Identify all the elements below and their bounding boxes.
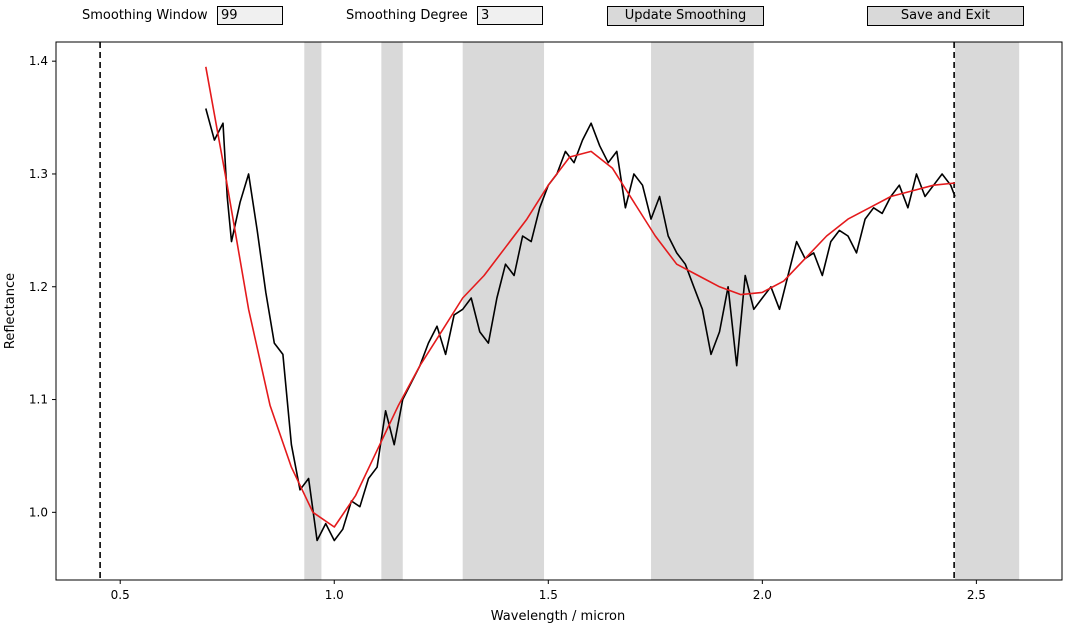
smoothing-degree-label: Smoothing Degree: [346, 8, 468, 23]
smoothing-window-label: Smoothing Window: [82, 8, 208, 23]
plot-frame: [55, 41, 1063, 581]
x-tick-label: 2.5: [967, 588, 986, 602]
y-tick-label: 1.2: [29, 280, 48, 294]
smoothed-spectrum-line: [205, 66, 956, 528]
masked-regions: [304, 42, 1020, 580]
spectrum-series: [205, 66, 956, 542]
x-axis-ticks: 0.5 1.0 1.5 2.0 2.5: [111, 580, 986, 602]
y-tick-label: 1.3: [29, 167, 48, 181]
save-and-exit-button[interactable]: Save and Exit: [867, 6, 1024, 26]
reflectance-data-line: [205, 108, 956, 542]
x-tick-label: 0.5: [111, 588, 130, 602]
smoothing-window-input[interactable]: [217, 6, 283, 25]
x-tick-label: 2.0: [753, 588, 772, 602]
y-axis-ticks: 1.0 1.1 1.2 1.3 1.4: [29, 54, 56, 519]
x-tick-label: 1.0: [325, 588, 344, 602]
x-axis-label: Wavelength / micron: [491, 609, 625, 624]
x-tick-label: 1.5: [539, 588, 558, 602]
y-tick-label: 1.0: [29, 505, 48, 519]
smoothing-degree-input[interactable]: [477, 6, 543, 25]
masked-region-5: [954, 42, 1020, 580]
y-tick-label: 1.1: [29, 393, 48, 407]
masked-region-1: [304, 42, 322, 580]
update-smoothing-button[interactable]: Update Smoothing: [607, 6, 764, 26]
y-axis-label: Reflectance: [3, 273, 18, 349]
masked-region-3: [462, 42, 545, 580]
y-tick-label: 1.4: [29, 54, 48, 68]
masked-region-2: [381, 42, 403, 580]
